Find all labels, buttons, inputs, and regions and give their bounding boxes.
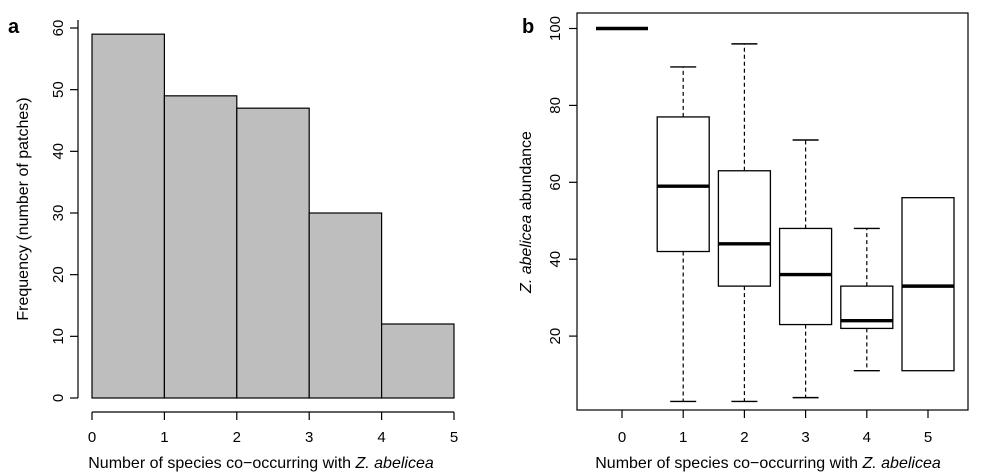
- y-tick-label: 0: [50, 394, 67, 402]
- histogram-bar: [308, 212, 383, 399]
- panel-a-label: a: [8, 16, 20, 38]
- y-axis-label-text: abundance: [518, 131, 535, 215]
- box: [656, 116, 710, 253]
- x-axis-label-species: Z. abelicea: [354, 455, 433, 472]
- y-tick-label: 40: [50, 143, 67, 160]
- panel-b: b 0 1 2 3 4 5 20 40 60 80 100 Number of species c…: [518, 12, 969, 472]
- y-axis-label: Frequency (number of patches): [15, 97, 32, 320]
- y-tick-label: 40: [547, 251, 564, 268]
- x-axis-label-text: Number of species co−occurring with: [88, 455, 355, 472]
- y-axis-label-species: Z. abelicea: [518, 215, 535, 294]
- x-tick-label: 0: [88, 429, 96, 446]
- boxplot-5: [901, 197, 955, 372]
- y-tick-label: 80: [547, 97, 564, 114]
- histogram-bar: [381, 323, 455, 399]
- x-tick-label: 1: [160, 429, 168, 446]
- x-axis-label: Number of species co−occurring with Z. a…: [88, 455, 434, 472]
- panel-a: a 0 1 2 3 4 5 0 10 20 30 40 50 60 Number of species…: [8, 16, 458, 472]
- x-tick-label: 2: [740, 429, 748, 446]
- x-axis-label: Number of species co−occurring with Z. a…: [595, 455, 941, 472]
- histogram-bar: [236, 107, 310, 399]
- x-tick-label: 5: [924, 429, 932, 446]
- x-tick-label: 3: [801, 429, 809, 446]
- box: [901, 197, 955, 372]
- y-tick-label: 60: [50, 20, 67, 37]
- panel-b-label: b: [522, 16, 534, 38]
- x-axis-ticks: 0 1 2 3 4 5: [88, 412, 458, 446]
- y-tick-label: 20: [50, 266, 67, 283]
- y-axis-label: Z. abelicea abundance: [518, 131, 535, 294]
- x-tick-label: 3: [305, 429, 313, 446]
- y-axis-ticks: 20 40 60 80 100: [547, 16, 577, 344]
- y-tick-label: 20: [547, 328, 564, 345]
- x-tick-label: 2: [233, 429, 241, 446]
- box: [778, 227, 833, 326]
- x-axis-label-species: Z. abelicea: [861, 455, 940, 472]
- x-tick-label: 4: [863, 429, 871, 446]
- plot-frame: [576, 12, 969, 411]
- x-axis-label-text: Number of species co−occurring with: [595, 455, 862, 472]
- box: [717, 170, 772, 287]
- x-tick-label: 1: [679, 429, 687, 446]
- y-axis-ticks: 0 10 20 30 40 50 60: [50, 20, 78, 402]
- x-tick-label: 5: [450, 429, 458, 446]
- boxplot-4: [840, 227, 894, 372]
- y-tick-label: 10: [50, 328, 67, 345]
- histogram-bars: [91, 33, 455, 399]
- y-tick-label: 50: [50, 81, 67, 98]
- x-tick-label: 0: [618, 429, 626, 446]
- boxplots: [596, 26, 955, 403]
- boxplot-2: [717, 43, 772, 403]
- histogram-bar: [163, 95, 238, 399]
- boxplot-1: [656, 66, 710, 403]
- x-axis-ticks: 0 1 2 3 4 5: [618, 410, 932, 446]
- x-tick-label: 4: [377, 429, 385, 446]
- histogram-bar: [91, 33, 166, 399]
- y-tick-label: 30: [50, 205, 67, 222]
- y-tick-label: 60: [547, 174, 564, 191]
- boxplot-3: [778, 139, 833, 399]
- y-tick-label: 100: [547, 16, 564, 41]
